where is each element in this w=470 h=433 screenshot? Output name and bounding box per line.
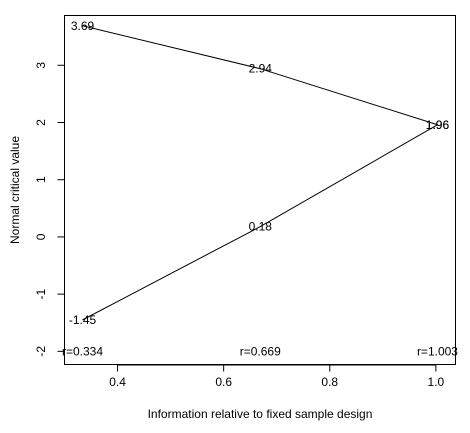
point-label-s0-2: 1.96	[426, 118, 450, 132]
series-0-line	[82, 25, 438, 126]
point-label-s0-1: 2.94	[249, 62, 273, 76]
x-tick-label-3: 1.0	[428, 375, 445, 389]
series-layer	[82, 25, 438, 321]
x-axis-title: Information relative to fixed sample des…	[148, 407, 373, 421]
y-tick-label-1: -1	[34, 288, 48, 299]
y-axis: -2 -1 0 1 2 3	[34, 62, 65, 357]
y-axis-title: Normal critical value	[8, 136, 22, 244]
x-tick-label-1: 0.6	[215, 375, 232, 389]
r-labels: r=0.334 r=0.669 r=1.003	[62, 344, 458, 358]
y-tick-label-0: -2	[34, 346, 48, 357]
point-label-s0-0: 3.69	[71, 19, 95, 33]
x-tick-label-0: 0.4	[109, 375, 126, 389]
y-tick-label-2: 0	[34, 233, 48, 240]
x-tick-label-2: 0.8	[321, 375, 338, 389]
y-tick-label-5: 3	[34, 62, 48, 69]
point-label-s1-2: 1.96	[426, 118, 450, 132]
r-label-0: r=0.334	[62, 344, 103, 358]
r-label-2: r=1.003	[417, 344, 458, 358]
series-1-line	[82, 124, 438, 321]
r-label-1: r=0.669	[240, 344, 281, 358]
point-label-s1-1: 0.18	[249, 220, 273, 234]
point-label-s1-0: -1.45	[69, 313, 97, 327]
x-axis: 0.4 0.6 0.8 1.0	[109, 364, 445, 389]
point-labels: 3.692.941.96-1.450.181.96	[69, 19, 450, 327]
y-tick-label-3: 1	[34, 176, 48, 183]
y-tick-label-4: 2	[34, 119, 48, 126]
